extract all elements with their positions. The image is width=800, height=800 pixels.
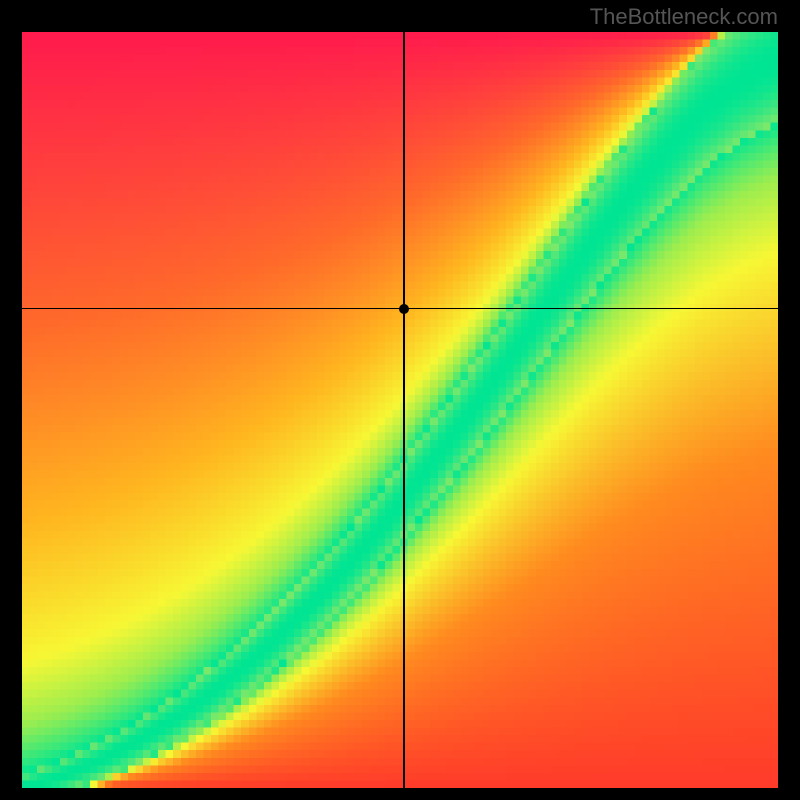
chart-container: TheBottleneck.com (0, 0, 800, 800)
heatmap-canvas (22, 32, 778, 788)
watermark-text: TheBottleneck.com (590, 4, 778, 30)
plot-area (22, 32, 778, 788)
crosshair-marker (399, 304, 409, 314)
crosshair-vertical (403, 32, 405, 788)
